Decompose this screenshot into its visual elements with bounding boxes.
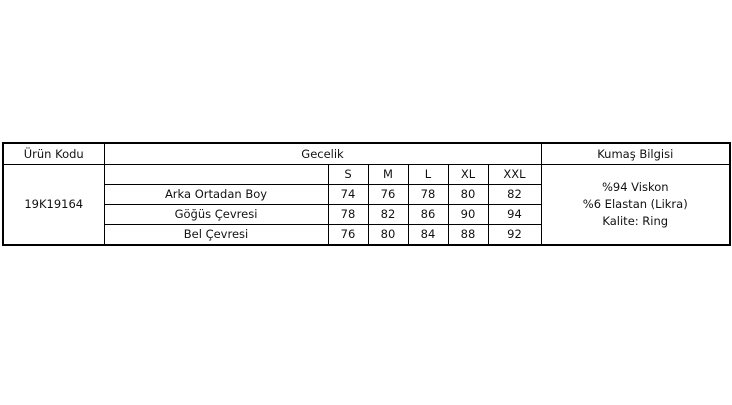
fabric-line: %94 Viskon	[601, 180, 669, 194]
measure-value: 94	[487, 204, 542, 225]
fabric-line: %6 Elastan (Likra)	[582, 197, 688, 211]
size-row: 19K19164 S M L XL XXL %94 Viskon %6 Elas…	[2, 164, 731, 246]
header-fabric: Kumaş Bilgisi	[540, 142, 731, 165]
measure-value: 82	[367, 204, 409, 225]
measure-value: 82	[487, 184, 542, 205]
table-row: Göğüs Çevresi 78 82 86 90 94	[3, 204, 730, 225]
fabric-line: Kalite: Ring	[602, 214, 669, 228]
header-product-code: Ürün Kodu	[2, 142, 105, 165]
measure-value: 74	[327, 184, 369, 205]
measure-value: 90	[447, 204, 489, 225]
size-label-empty	[103, 164, 329, 185]
size-header: XXL	[487, 164, 542, 185]
measure-value: 76	[327, 224, 369, 246]
measure-value: 84	[407, 224, 449, 246]
measure-value: 78	[327, 204, 369, 225]
size-header: S	[327, 164, 369, 185]
header-category: Gecelik	[103, 142, 542, 165]
measure-value: 76	[367, 184, 409, 205]
measure-label: Arka Ortadan Boy	[103, 184, 329, 205]
size-header: XL	[447, 164, 489, 185]
size-header: M	[367, 164, 409, 185]
product-code: 19K19164	[2, 164, 105, 246]
table-row: Bel Çevresi 76 80 84 88 92	[3, 224, 730, 246]
measure-value: 92	[487, 224, 542, 246]
measure-value: 86	[407, 204, 449, 225]
table-row: Arka Ortadan Boy 74 76 78 80 82	[3, 184, 730, 205]
size-chart-table: Ürün Kodu Gecelik Kumaş Bilgisi 19K19164…	[2, 142, 731, 246]
measure-label: Göğüs Çevresi	[103, 204, 329, 225]
measure-label: Bel Çevresi	[103, 224, 329, 246]
measure-value: 78	[407, 184, 449, 205]
measure-value: 80	[367, 224, 409, 246]
measure-value: 88	[447, 224, 489, 246]
fabric-info: %94 Viskon %6 Elastan (Likra) Kalite: Ri…	[540, 164, 731, 246]
size-header: L	[407, 164, 449, 185]
header-row: Ürün Kodu Gecelik Kumaş Bilgisi	[2, 142, 731, 165]
measure-value: 80	[447, 184, 489, 205]
